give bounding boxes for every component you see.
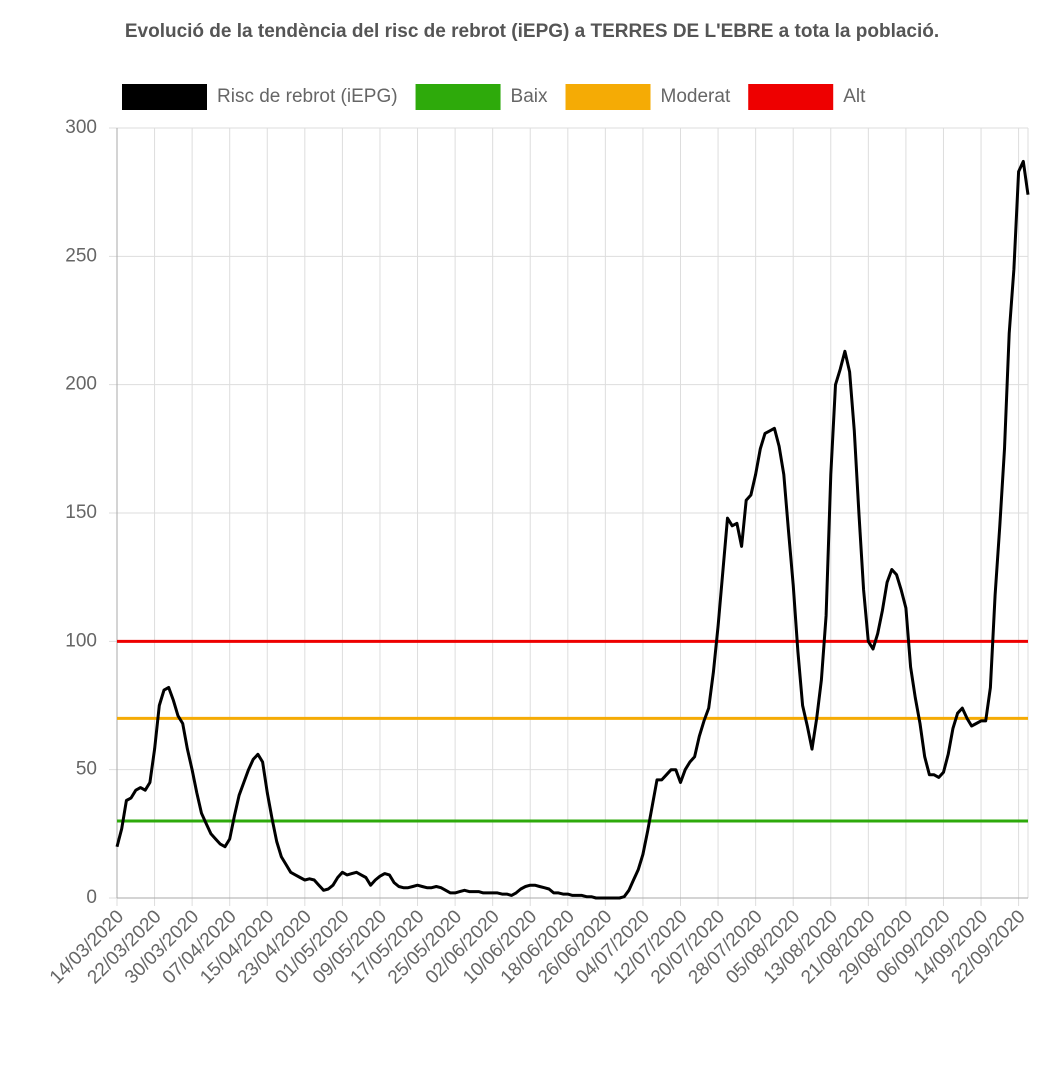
- y-tick-label: 100: [65, 630, 97, 651]
- legend-label: Risc de rebrot (iEPG): [217, 86, 398, 107]
- legend-swatch: [748, 84, 834, 110]
- legend-swatch: [415, 84, 501, 110]
- legend-swatch: [122, 84, 207, 110]
- y-tick-label: 0: [86, 887, 97, 908]
- legend-label: Moderat: [661, 86, 731, 107]
- y-tick-label: 150: [65, 502, 97, 523]
- y-tick-label: 300: [65, 117, 97, 138]
- y-tick-label: 250: [65, 245, 97, 266]
- y-tick-label: 200: [65, 374, 97, 395]
- y-tick-label: 50: [76, 759, 97, 780]
- legend-label: Alt: [843, 86, 866, 107]
- legend-swatch: [565, 84, 651, 110]
- chart-title: Evolució de la tendència del risc de reb…: [125, 21, 939, 42]
- legend-label: Baix: [511, 86, 548, 107]
- data-line: [115, 159, 1030, 900]
